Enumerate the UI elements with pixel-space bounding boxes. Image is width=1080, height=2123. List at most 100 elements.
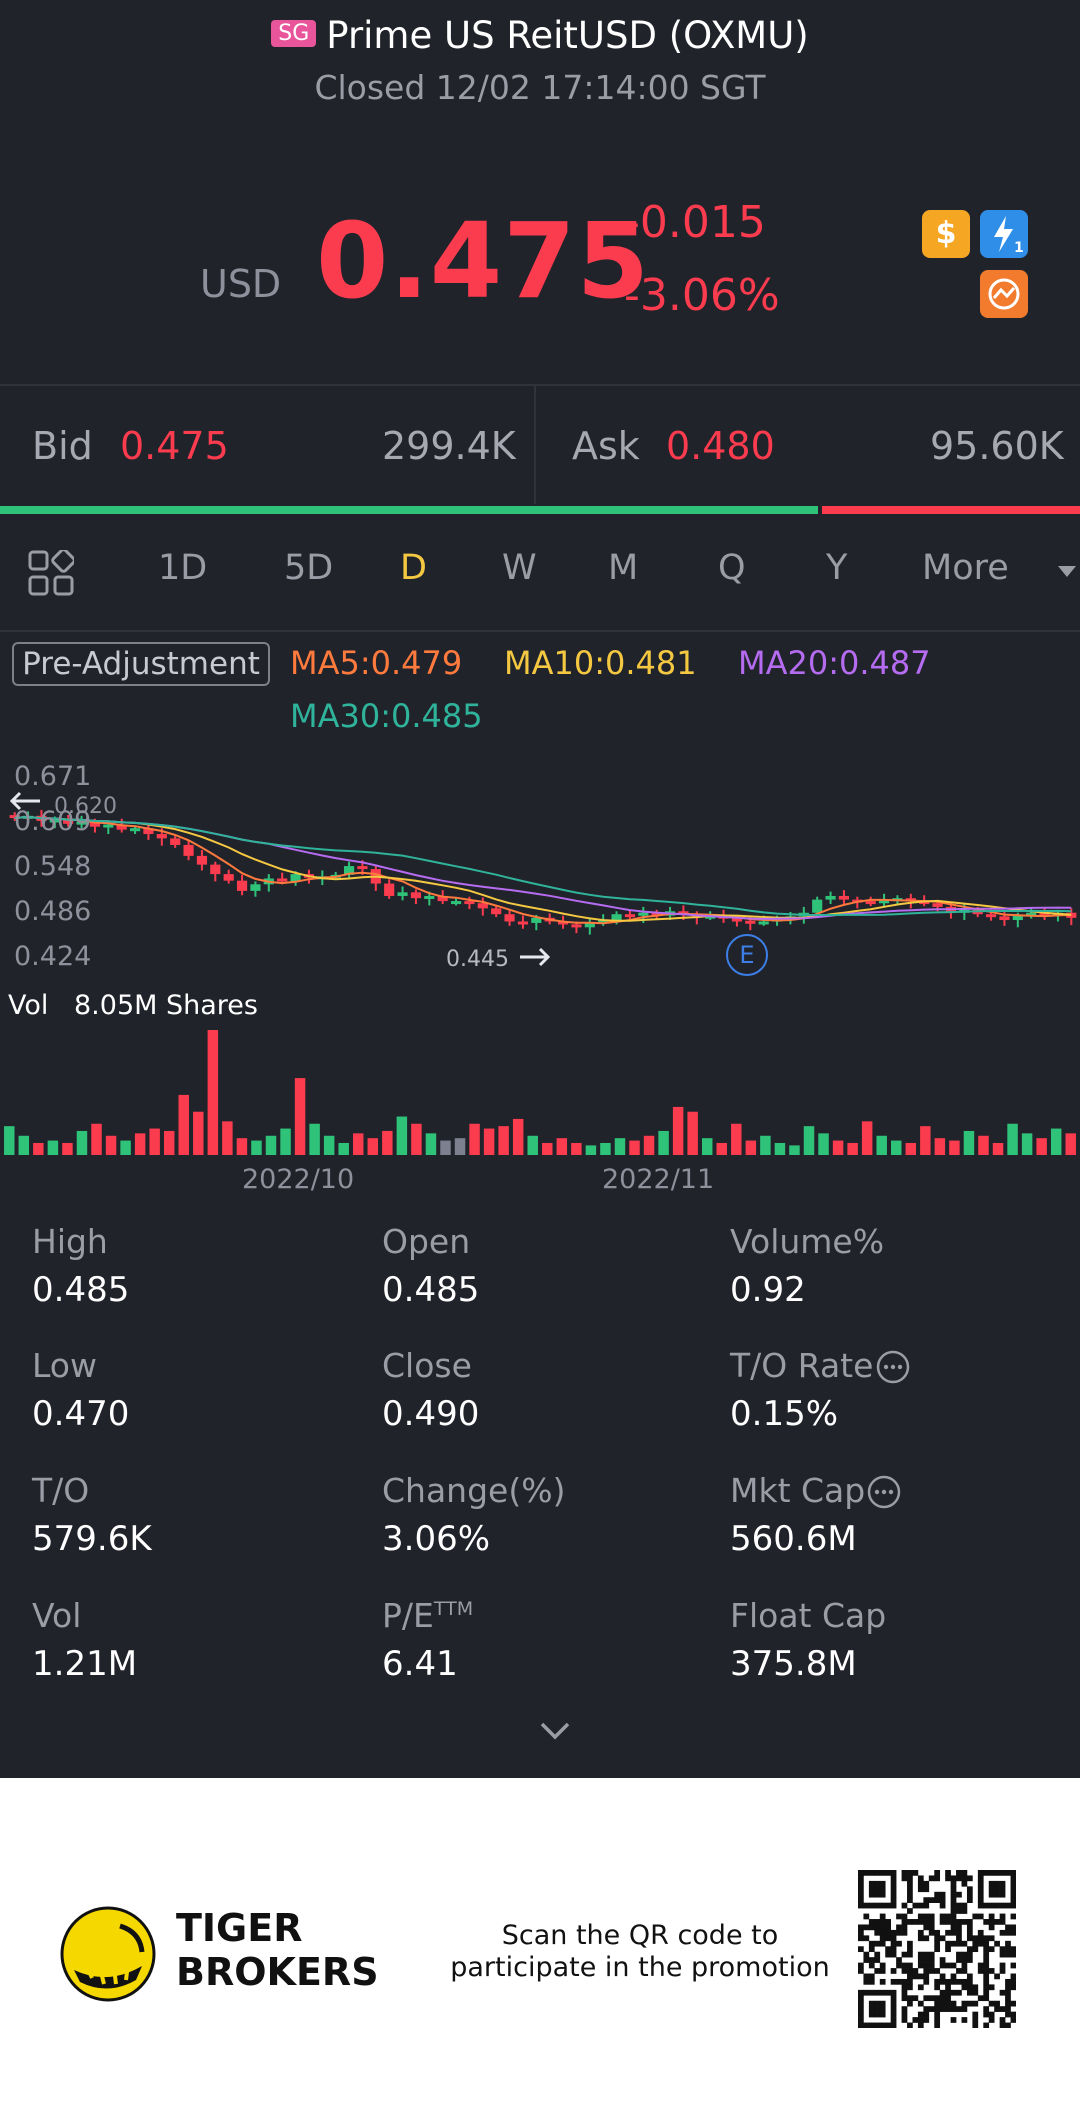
more-info-icon[interactable] <box>876 1350 910 1384</box>
promo-text: Scan the QR code to participate in the p… <box>440 1920 840 1984</box>
candle-body <box>638 912 649 916</box>
volume-bar <box>396 1116 408 1155</box>
tab-5d[interactable]: 5D <box>284 548 334 588</box>
stat-label-change: Change(%) <box>382 1471 566 1510</box>
candle-body <box>598 920 609 924</box>
earnings-event-marker[interactable]: E <box>726 934 768 976</box>
volume-bar <box>556 1138 568 1155</box>
arrow-left-icon <box>8 791 42 811</box>
brand-name: TIGER BROKERS <box>176 1906 379 1994</box>
volume-bar <box>469 1123 480 1155</box>
arrow-right-icon <box>518 947 552 967</box>
stat-label-high: High <box>32 1222 108 1261</box>
brand-line-1: TIGER <box>176 1906 303 1950</box>
volume-bar <box>643 1135 655 1155</box>
stock-name: Prime US ReitUSD (OXMU) <box>326 14 809 57</box>
promo-text-line-1: Scan the QR code to <box>501 1920 779 1951</box>
candle-body <box>170 838 181 845</box>
market-badge: SG <box>271 20 317 47</box>
volume-bar <box>33 1142 44 1155</box>
expand-chevron-icon[interactable] <box>538 1720 572 1742</box>
tab-d[interactable]: D <box>400 548 427 588</box>
bid-size: 299.4K <box>382 424 516 468</box>
ask-size: 95.60K <box>930 424 1064 468</box>
tab-m[interactable]: M <box>608 548 639 588</box>
pre-adjustment-button[interactable]: Pre-Adjustment <box>12 642 270 686</box>
volume-bar <box>62 1142 73 1155</box>
candle-body <box>1012 915 1023 921</box>
volume-bar <box>425 1133 437 1155</box>
ma20-label: MA20:0.487 <box>738 644 931 682</box>
low-marker-label: 0.445 <box>446 947 509 972</box>
stat-value-turnover: 579.6K <box>32 1519 152 1559</box>
tab-1d[interactable]: 1D <box>158 548 208 588</box>
tiger-logo-icon <box>60 1906 156 2002</box>
chart-layout-icon[interactable] <box>28 548 76 596</box>
candle-body <box>651 912 662 916</box>
volume-bar <box>76 1130 88 1155</box>
candlestick-chart[interactable] <box>0 755 1080 1205</box>
stat-value-change: 3.06% <box>382 1519 491 1559</box>
candle-body <box>812 899 823 913</box>
volume-bar <box>47 1140 59 1155</box>
tab-y[interactable]: Y <box>826 548 848 588</box>
stat-value-vol: 1.21M <box>32 1644 138 1684</box>
divider <box>0 384 1080 386</box>
volume-bar <box>672 1106 684 1155</box>
volume-label: Vol <box>8 990 49 1021</box>
candle-body <box>129 828 141 832</box>
candle-body <box>504 914 515 922</box>
candle-body <box>210 864 221 875</box>
candle-body <box>758 921 769 925</box>
volume-bar <box>18 1135 30 1155</box>
tab-q[interactable]: Q <box>718 548 746 588</box>
tab-w[interactable]: W <box>502 548 537 588</box>
volume-bar <box>1007 1123 1018 1155</box>
chevron-down-icon[interactable] <box>1058 566 1076 577</box>
qr-code[interactable] <box>858 1870 1016 2028</box>
volume-bar <box>338 1142 349 1155</box>
last-price: 0.475 <box>316 200 650 322</box>
candle-body <box>223 874 234 881</box>
stat-label-vol: Vol <box>32 1596 82 1635</box>
compare-icon[interactable] <box>980 270 1028 318</box>
volume-bar <box>760 1135 771 1155</box>
candle-body <box>919 901 930 905</box>
ma10-label: MA10:0.481 <box>504 644 697 682</box>
stat-value-low: 0.470 <box>32 1394 130 1434</box>
volume-bar <box>876 1135 887 1155</box>
volume-bar <box>163 1130 175 1155</box>
volume-bar <box>411 1123 422 1155</box>
candle-body <box>397 892 408 896</box>
lightning-icon[interactable]: 1 <box>980 210 1028 258</box>
candle-body <box>557 921 569 925</box>
volume-bar <box>920 1126 931 1155</box>
ma5-line <box>14 815 1072 925</box>
y-tick-label: 0.486 <box>14 896 92 927</box>
volume-bar <box>367 1138 379 1155</box>
candle-body <box>49 819 60 823</box>
candle-body <box>450 901 462 905</box>
candle-body <box>410 892 422 899</box>
volume-bar <box>527 1135 538 1155</box>
more-info-icon[interactable] <box>867 1475 901 1509</box>
ma20-line <box>14 815 1072 920</box>
price-change: -0.015 <box>624 197 766 248</box>
volume-bar <box>1050 1128 1062 1155</box>
candle-body <box>89 821 101 827</box>
volume-bar <box>992 1142 1004 1155</box>
candle-body <box>1039 912 1050 916</box>
candle-body <box>277 878 288 882</box>
candle-body <box>825 895 836 900</box>
volume-bar <box>731 1123 742 1155</box>
volume-bar <box>1036 1138 1047 1155</box>
stat-value-float-cap: 375.8M <box>730 1644 857 1684</box>
tab-more[interactable]: More <box>922 548 1009 588</box>
dollar-icon[interactable]: $ <box>922 210 970 258</box>
volume-bar <box>91 1123 102 1155</box>
stat-label-float-cap: Float Cap <box>730 1596 887 1635</box>
volume-bar <box>440 1140 451 1155</box>
bid-ratio-bar <box>0 506 818 514</box>
stat-label-to-rate: T/O Rate <box>730 1346 874 1385</box>
svg-text:1: 1 <box>1014 240 1024 256</box>
